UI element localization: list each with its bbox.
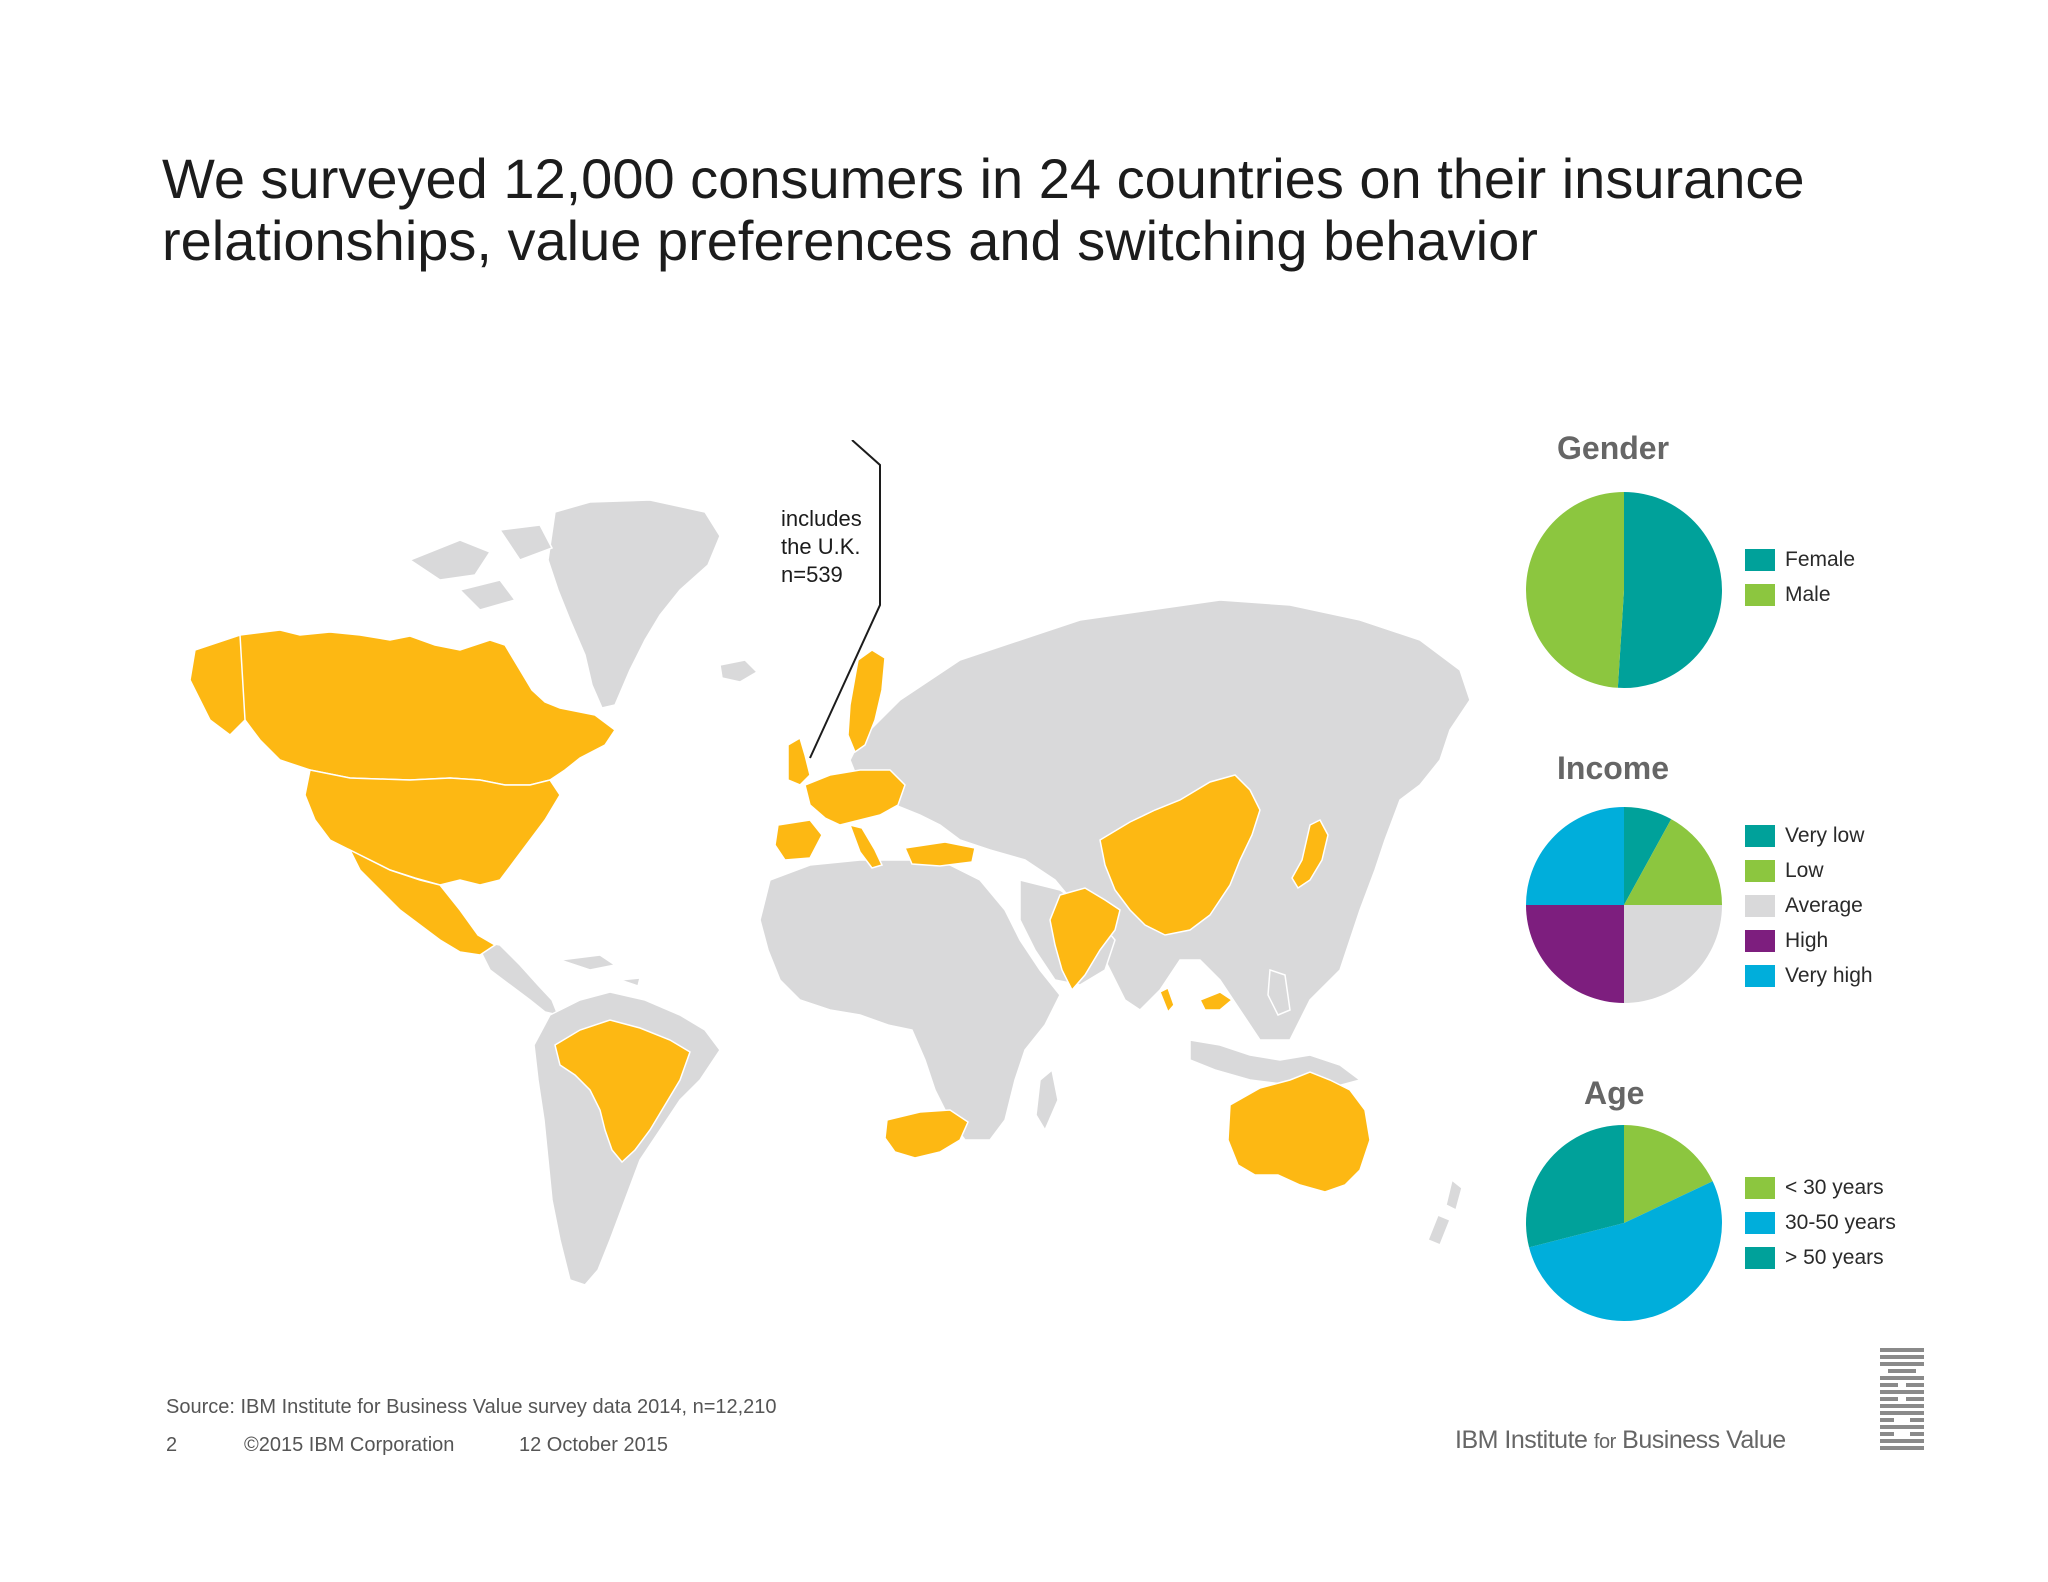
uk-shape xyxy=(787,736,811,786)
source-note: Source: IBM Institute for Business Value… xyxy=(166,1396,777,1418)
iberia-shape xyxy=(774,819,823,861)
legend-item-over-50: > 50 years xyxy=(1745,1240,1896,1275)
average-swatch xyxy=(1745,894,1775,917)
caribbean-shape xyxy=(559,954,641,987)
very-high-swatch xyxy=(1745,964,1775,987)
pie-slice-male xyxy=(1525,492,1624,688)
female-label: Female xyxy=(1785,547,1856,571)
income-legend: Very low Low Average High Very high xyxy=(1745,818,1873,993)
page-number: 2 xyxy=(166,1434,178,1456)
30-50-swatch xyxy=(1745,1211,1775,1234)
high-swatch xyxy=(1745,929,1775,952)
copyright: ©2015 IBM Corporation xyxy=(244,1434,455,1456)
under-30-label: < 30 years xyxy=(1785,1175,1884,1199)
pie-slice-50-years xyxy=(1526,1125,1624,1248)
low-label: Low xyxy=(1785,858,1824,882)
malaysia-shape xyxy=(1159,986,1234,1014)
usa-shape xyxy=(304,769,561,886)
europe-shape xyxy=(804,769,906,826)
very-low-swatch xyxy=(1745,824,1775,847)
iceland-shape xyxy=(719,659,759,683)
income-chart-title: Income xyxy=(1557,750,1670,786)
average-label: Average xyxy=(1785,893,1863,917)
low-swatch xyxy=(1745,859,1775,882)
pie-slice-female xyxy=(1617,492,1722,688)
pie-slice-high xyxy=(1526,905,1624,1003)
age-pie xyxy=(1526,1125,1722,1321)
scandinavia-shape xyxy=(847,649,886,754)
gender-legend: Female Male xyxy=(1745,542,1855,612)
legend-item-male: Male xyxy=(1745,577,1855,612)
callout-line-1: includes xyxy=(781,506,862,531)
japan-shape xyxy=(1291,819,1329,890)
legend-item-very-high: Very high xyxy=(1745,958,1873,993)
very-high-label: Very high xyxy=(1785,963,1873,987)
income-pie xyxy=(1526,807,1722,1003)
male-swatch xyxy=(1745,583,1775,606)
gender-pie xyxy=(1525,492,1722,688)
china-shape xyxy=(1099,774,1261,936)
india-shape xyxy=(1049,887,1121,992)
legend-item-high: High xyxy=(1745,923,1873,958)
legend-item-under-30: < 30 years xyxy=(1745,1170,1896,1205)
age-legend: < 30 years 30-50 years > 50 years xyxy=(1745,1170,1896,1275)
brand-end: Business Value xyxy=(1615,1426,1786,1454)
date: 12 October 2015 xyxy=(519,1434,668,1456)
title-line-1: We surveyed 12,000 consumers in 24 count… xyxy=(162,147,1805,210)
pie-slice-low xyxy=(1624,819,1722,905)
brand-text: IBM Institute for Business Value xyxy=(1455,1426,1786,1455)
over-50-swatch xyxy=(1745,1246,1775,1269)
indonesia-shape xyxy=(1189,1039,1362,1089)
over-50-label: > 50 years xyxy=(1785,1245,1884,1269)
canada-shape xyxy=(193,629,617,786)
madagascar-shape xyxy=(1035,1068,1059,1132)
turkey-shape xyxy=(903,841,976,867)
legend-item-low: Low xyxy=(1745,853,1873,888)
callout-line xyxy=(809,440,881,759)
pie-slice-very-low xyxy=(1624,807,1672,905)
male-label: Male xyxy=(1785,582,1831,606)
italy-shape xyxy=(848,823,884,869)
pie-slice-very-high xyxy=(1526,807,1624,905)
brand-for: for xyxy=(1593,1431,1616,1453)
pie-slice-average xyxy=(1624,905,1722,1003)
legend-item-average: Average xyxy=(1745,888,1873,923)
pie-slice-30-50-years xyxy=(1529,1181,1722,1321)
callout-line-2: the U.K. xyxy=(781,534,861,559)
africa-shape xyxy=(759,859,1061,1141)
high-label: High xyxy=(1785,928,1829,952)
legend-item-very-low: Very low xyxy=(1745,818,1873,853)
new-zealand-shape xyxy=(1427,1178,1463,1246)
page-title: We surveyed 12,000 consumers in 24 count… xyxy=(162,148,1922,272)
under-30-swatch xyxy=(1745,1176,1775,1199)
south-africa-shape xyxy=(884,1109,969,1159)
callout-line-3: n=539 xyxy=(781,562,843,587)
gender-chart-title: Gender xyxy=(1557,430,1670,466)
legend-item-30-50: 30-50 years xyxy=(1745,1205,1896,1240)
uk-callout: includes the U.K. n=539 xyxy=(781,505,862,589)
age-chart-title: Age xyxy=(1584,1075,1645,1111)
female-swatch xyxy=(1745,548,1775,571)
mexico-shape xyxy=(348,848,497,956)
30-50-label: 30-50 years xyxy=(1785,1210,1896,1234)
world-map xyxy=(189,440,1471,1286)
title-line-2: relationships, value preferences and swi… xyxy=(162,209,1538,272)
philippines-shape xyxy=(1267,968,1291,1016)
legend-item-female: Female xyxy=(1745,542,1855,577)
brand-main: IBM Institute xyxy=(1455,1426,1594,1454)
ibm-logo xyxy=(1880,1348,1924,1450)
arctic-islands-shape xyxy=(408,524,554,611)
alaska-shape xyxy=(189,633,246,736)
australia-shape xyxy=(1227,1071,1371,1193)
very-low-label: Very low xyxy=(1785,823,1865,847)
central-america-shape xyxy=(473,938,560,1017)
brazil-shape xyxy=(554,1019,691,1164)
pie-slice-30-years xyxy=(1624,1125,1713,1223)
greenland-shape xyxy=(547,499,721,709)
